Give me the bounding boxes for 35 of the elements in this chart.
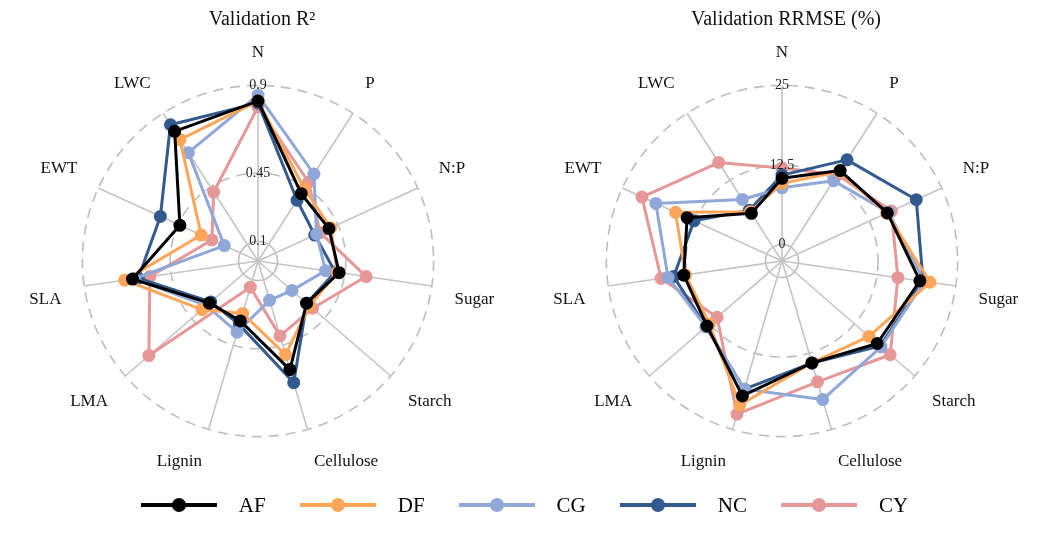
spoke-label: Sugar <box>454 288 495 308</box>
spoke-label: SLA <box>29 288 63 308</box>
spoke-label: P <box>365 73 375 93</box>
spoke-label: N:P <box>962 157 990 177</box>
y-tick-label: 12.5 <box>769 156 795 172</box>
spoke-label: P <box>889 73 899 93</box>
spoke-label: N <box>251 41 265 61</box>
spoke-label: Starch <box>932 390 977 410</box>
spoke-label: Sugar <box>978 288 1019 308</box>
legend-label: CG <box>556 492 586 518</box>
y-tick-label: 25 <box>775 77 789 93</box>
legend-label: AF <box>238 492 266 518</box>
spoke-label: Cellulose <box>837 451 903 471</box>
y-tick-label: 0.1 <box>249 233 267 249</box>
y-tick-label: 0.9 <box>249 77 267 93</box>
legend-label: NC <box>717 492 747 518</box>
chart-title: Validation R² <box>208 7 316 30</box>
spoke-label: N:P <box>438 157 466 177</box>
spoke-label: EWT <box>40 157 78 177</box>
y-tick-label: 0 <box>778 236 786 252</box>
spoke-label: Cellulose <box>313 451 379 471</box>
chart-title: Validation RRMSE (%) <box>691 7 881 31</box>
spoke-label: Lignin <box>156 451 203 471</box>
legend-label: CY <box>878 492 909 518</box>
legend-label: DF <box>397 492 425 518</box>
spoke-label: LWC <box>114 73 151 93</box>
spoke-label: LMA <box>594 390 633 410</box>
spoke-label: EWT <box>564 157 602 177</box>
spoke-label: SLA <box>553 288 587 308</box>
spoke-label: Starch <box>408 390 453 410</box>
spoke-label: LWC <box>638 73 675 93</box>
spoke-label: N <box>775 41 789 61</box>
y-tick-label: 0.45 <box>245 164 271 180</box>
spoke-label: LMA <box>70 390 109 410</box>
spoke-label: Lignin <box>680 451 727 471</box>
